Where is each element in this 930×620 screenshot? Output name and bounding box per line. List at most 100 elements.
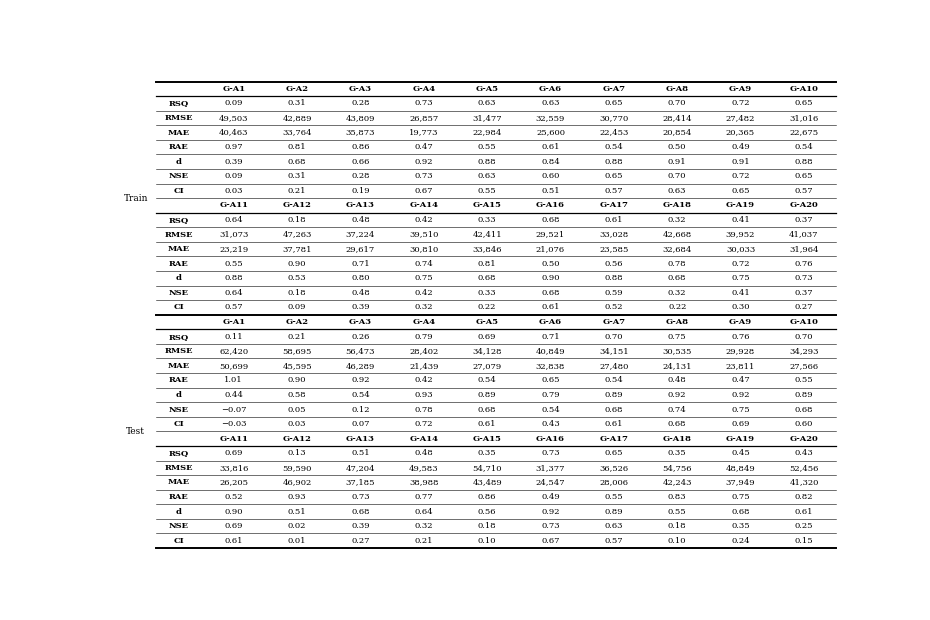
- Text: 30,810: 30,810: [409, 245, 438, 253]
- Text: 0.91: 0.91: [668, 157, 686, 166]
- Text: 0.32: 0.32: [415, 522, 433, 530]
- Text: RAE: RAE: [169, 493, 189, 501]
- Text: G-A10: G-A10: [790, 85, 818, 93]
- Text: 0.48: 0.48: [668, 376, 686, 384]
- Text: G-A3: G-A3: [349, 318, 372, 326]
- Text: 52,456: 52,456: [790, 464, 818, 472]
- Text: d: d: [176, 391, 182, 399]
- Text: G-A13: G-A13: [346, 202, 375, 210]
- Text: 0.89: 0.89: [604, 391, 623, 399]
- Text: 22,675: 22,675: [790, 128, 818, 136]
- Text: 0.21: 0.21: [288, 333, 306, 340]
- Text: 0.74: 0.74: [668, 405, 686, 414]
- Text: 0.75: 0.75: [731, 405, 750, 414]
- Text: G-A4: G-A4: [412, 318, 435, 326]
- Text: 33,028: 33,028: [599, 231, 629, 239]
- Text: 47,204: 47,204: [346, 464, 375, 472]
- Text: 0.61: 0.61: [224, 537, 243, 545]
- Text: 0.68: 0.68: [541, 289, 560, 297]
- Text: 0.54: 0.54: [478, 376, 497, 384]
- Text: 0.57: 0.57: [604, 187, 623, 195]
- Text: Test: Test: [126, 427, 145, 436]
- Text: 0.75: 0.75: [668, 333, 686, 340]
- Text: 0.78: 0.78: [415, 405, 433, 414]
- Text: 0.71: 0.71: [541, 333, 560, 340]
- Text: 0.88: 0.88: [794, 157, 813, 166]
- Text: 28,402: 28,402: [409, 347, 438, 355]
- Text: 0.07: 0.07: [352, 420, 370, 428]
- Text: 0.67: 0.67: [541, 537, 560, 545]
- Text: 0.89: 0.89: [478, 391, 497, 399]
- Text: 36,526: 36,526: [599, 464, 629, 472]
- Text: 0.89: 0.89: [604, 508, 623, 516]
- Text: 54,756: 54,756: [662, 464, 692, 472]
- Text: 0.73: 0.73: [541, 522, 560, 530]
- Text: RAE: RAE: [169, 143, 189, 151]
- Text: 27,566: 27,566: [790, 362, 818, 370]
- Text: 37,185: 37,185: [346, 479, 375, 487]
- Text: 48,849: 48,849: [725, 464, 755, 472]
- Text: 0.76: 0.76: [794, 260, 813, 268]
- Text: G-A18: G-A18: [663, 202, 692, 210]
- Text: 0.65: 0.65: [541, 376, 560, 384]
- Text: 0.22: 0.22: [668, 303, 686, 311]
- Text: 54,710: 54,710: [472, 464, 502, 472]
- Text: 31,964: 31,964: [790, 245, 818, 253]
- Text: 46,902: 46,902: [283, 479, 312, 487]
- Text: 0.42: 0.42: [415, 216, 433, 224]
- Text: 0.59: 0.59: [604, 289, 623, 297]
- Text: 0.75: 0.75: [731, 493, 750, 501]
- Text: 0.75: 0.75: [731, 274, 750, 282]
- Text: 0.92: 0.92: [352, 376, 370, 384]
- Text: G-A15: G-A15: [472, 435, 501, 443]
- Text: 0.86: 0.86: [352, 143, 370, 151]
- Text: 40,849: 40,849: [536, 347, 565, 355]
- Text: 0.52: 0.52: [604, 303, 623, 311]
- Text: 0.84: 0.84: [541, 157, 560, 166]
- Text: 0.18: 0.18: [287, 289, 307, 297]
- Text: 0.73: 0.73: [794, 274, 813, 282]
- Text: d: d: [176, 157, 182, 166]
- Text: G-A17: G-A17: [599, 435, 629, 443]
- Text: d: d: [176, 274, 182, 282]
- Text: 0.65: 0.65: [604, 99, 623, 107]
- Text: 0.68: 0.68: [541, 216, 560, 224]
- Text: 27,482: 27,482: [725, 114, 755, 122]
- Text: 0.51: 0.51: [352, 450, 370, 457]
- Text: 0.76: 0.76: [731, 333, 750, 340]
- Text: 30,535: 30,535: [662, 347, 692, 355]
- Text: 0.55: 0.55: [794, 376, 813, 384]
- Text: 0.64: 0.64: [224, 216, 243, 224]
- Text: 0.48: 0.48: [352, 289, 370, 297]
- Text: 56,473: 56,473: [346, 347, 375, 355]
- Text: 0.54: 0.54: [352, 391, 370, 399]
- Text: 0.61: 0.61: [604, 420, 623, 428]
- Text: 0.44: 0.44: [224, 391, 244, 399]
- Text: 0.21: 0.21: [415, 537, 433, 545]
- Text: 0.92: 0.92: [731, 391, 750, 399]
- Text: 27,480: 27,480: [599, 362, 629, 370]
- Text: 38,988: 38,988: [409, 479, 439, 487]
- Text: G-A12: G-A12: [283, 202, 312, 210]
- Text: 41,037: 41,037: [790, 231, 818, 239]
- Text: 37,781: 37,781: [283, 245, 312, 253]
- Text: 0.65: 0.65: [604, 450, 623, 457]
- Text: G-A2: G-A2: [286, 318, 309, 326]
- Text: 33,764: 33,764: [283, 128, 312, 136]
- Text: 0.37: 0.37: [794, 289, 813, 297]
- Text: 22,984: 22,984: [472, 128, 502, 136]
- Text: CI: CI: [174, 537, 184, 545]
- Text: G-A2: G-A2: [286, 85, 309, 93]
- Text: G-A14: G-A14: [409, 435, 438, 443]
- Text: 29,521: 29,521: [536, 231, 565, 239]
- Text: 0.63: 0.63: [478, 99, 497, 107]
- Text: 0.93: 0.93: [287, 493, 307, 501]
- Text: 0.68: 0.68: [478, 274, 497, 282]
- Text: G-A7: G-A7: [603, 85, 625, 93]
- Text: 0.03: 0.03: [288, 420, 306, 428]
- Text: 0.69: 0.69: [224, 450, 243, 457]
- Text: 0.27: 0.27: [794, 303, 813, 311]
- Text: 0.05: 0.05: [288, 405, 306, 414]
- Text: 34,151: 34,151: [599, 347, 629, 355]
- Text: Train: Train: [124, 193, 148, 203]
